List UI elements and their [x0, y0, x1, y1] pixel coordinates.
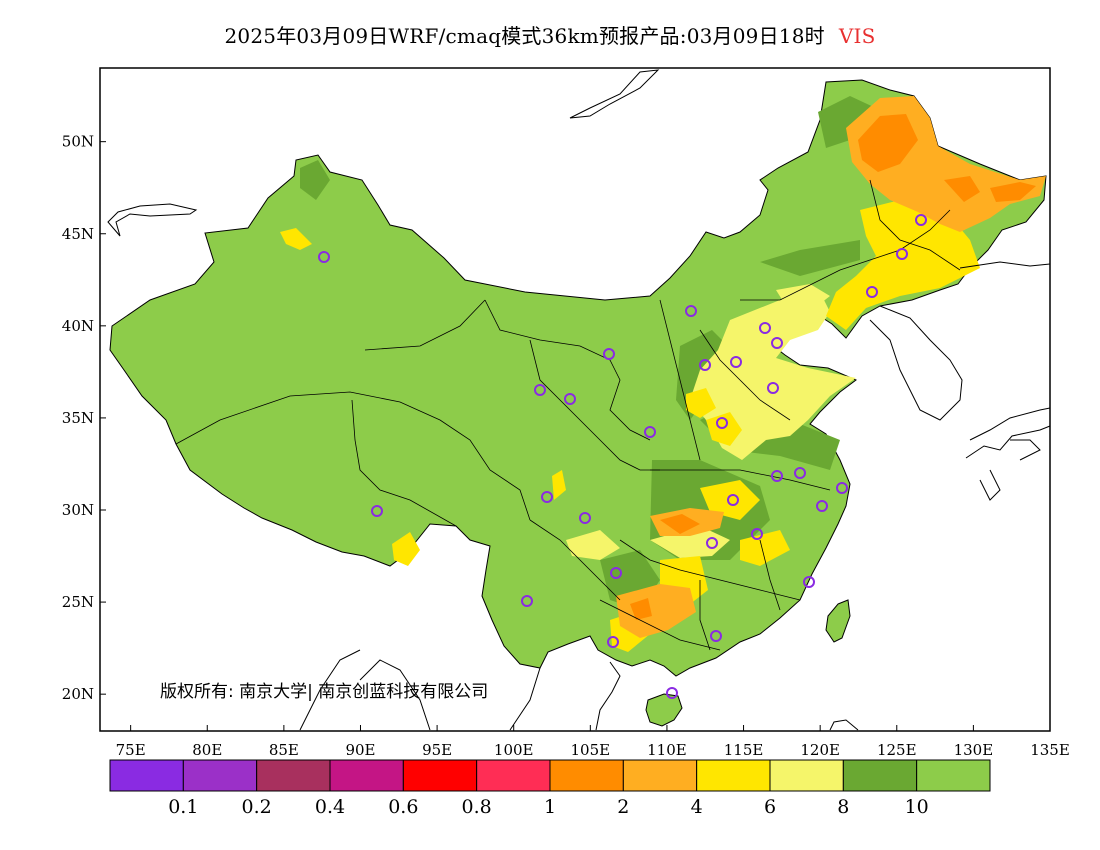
station-marker [564, 393, 576, 405]
colorbar-label: 1 [544, 796, 556, 818]
station-marker [666, 687, 678, 699]
station-marker [706, 537, 718, 549]
station-marker [699, 359, 711, 371]
station-marker [644, 426, 656, 438]
plot-frame [99, 67, 1051, 732]
station-marker [730, 356, 742, 368]
hainan-island [645, 693, 683, 727]
lon-tick-label: 80E [192, 741, 222, 759]
lon-tick-label: 125E [877, 741, 917, 759]
station-marker [727, 494, 739, 506]
colorbar-swatch [549, 759, 624, 792]
title-variable: VIS [838, 24, 876, 48]
lat-tick-label: 20N [62, 685, 94, 703]
colorbar-label: 0.8 [462, 796, 492, 818]
latitude-axis: 20N 25N 30N 35N 40N 45N 50N [62, 133, 106, 703]
colorbar-swatch [769, 759, 844, 792]
neighbor-coastlines [107, 69, 1051, 731]
station-marker [915, 214, 927, 226]
lon-tick-label: 135E [1030, 741, 1070, 759]
lon-tick-label: 75E [116, 741, 146, 759]
station-marker [816, 500, 828, 512]
station-marker [794, 467, 806, 479]
colorbar-label: 6 [764, 796, 776, 818]
colorbar-label: 0.6 [388, 796, 418, 818]
station-marker [751, 528, 763, 540]
station-marker [685, 305, 697, 317]
colorbar-swatch [329, 759, 404, 792]
lon-tick-label: 115E [724, 741, 764, 759]
lon-tick-label: 90E [345, 741, 375, 759]
colorbar-swatch [256, 759, 331, 792]
lat-tick-label: 45N [62, 225, 94, 243]
lon-tick-label: 130E [954, 741, 994, 759]
station-marker [803, 576, 815, 588]
colorbar-label: 10 [905, 796, 929, 818]
map-title: 2025年03月09日WRF/cmaq模式36km预报产品:03月09日18时 V… [0, 20, 1100, 49]
station-marker [759, 322, 771, 334]
colorbar-label: 0.2 [242, 796, 272, 818]
lat-tick-label: 35N [62, 409, 94, 427]
lon-tick-label: 105E [571, 741, 611, 759]
colorbar-swatch [182, 759, 258, 792]
colorbar-swatch [476, 759, 551, 792]
station-marker [534, 384, 546, 396]
station-marker [521, 595, 533, 607]
lat-tick-label: 50N [62, 133, 94, 151]
station-marker [603, 348, 615, 360]
station-marker [579, 512, 591, 524]
colorbar: 0.1 0.2 0.4 0.6 0.8 1 2 4 6 8 10 [109, 759, 991, 818]
taiwan-island [825, 599, 851, 643]
vis-1-2-zones [630, 114, 1036, 620]
station-marker [607, 636, 619, 648]
station-marker [371, 505, 383, 517]
colorbar-swatch [109, 759, 184, 792]
lat-tick-label: 40N [62, 317, 94, 335]
lon-tick-label: 85E [269, 741, 299, 759]
colorbar-swatch [916, 759, 991, 792]
lon-tick-label: 95E [422, 741, 452, 759]
longitude-axis: 75E 80E 85E 90E 95E 100E 105E 110E 115E 120E 125E 1… [116, 725, 1070, 759]
station-marker [541, 491, 553, 503]
lat-tick-label: 25N [62, 593, 94, 611]
colorbar-label: 0.4 [315, 796, 345, 818]
station-marker [767, 382, 779, 394]
station-marker [836, 482, 848, 494]
colorbar-label: 2 [617, 796, 629, 818]
lat-tick-label: 30N [62, 501, 94, 519]
station-marker [771, 337, 783, 349]
station-marker [866, 286, 878, 298]
colorbar-swatch [622, 759, 698, 792]
station-markers [318, 214, 927, 699]
colorbar-label: 4 [691, 796, 703, 818]
colorbar-swatch [842, 759, 918, 792]
lon-tick-label: 100E [494, 741, 534, 759]
station-marker [716, 417, 728, 429]
station-marker [771, 470, 783, 482]
copyright-text: 版权所有: 南京大学| 南京创蓝科技有限公司 [160, 682, 488, 702]
colorbar-swatch [402, 759, 478, 792]
colorbar-label: 8 [837, 796, 849, 818]
colorbar-label: 0.1 [168, 796, 198, 818]
lon-tick-label: 110E [647, 741, 687, 759]
station-marker [610, 567, 622, 579]
province-borders [175, 179, 961, 651]
colorbar-swatch [696, 759, 771, 792]
station-marker [896, 248, 908, 260]
title-text: 2025年03月09日WRF/cmaq模式36km预报产品:03月09日18时 [224, 24, 825, 48]
station-marker [710, 630, 722, 642]
lon-tick-label: 120E [800, 741, 840, 759]
station-marker [318, 251, 330, 263]
